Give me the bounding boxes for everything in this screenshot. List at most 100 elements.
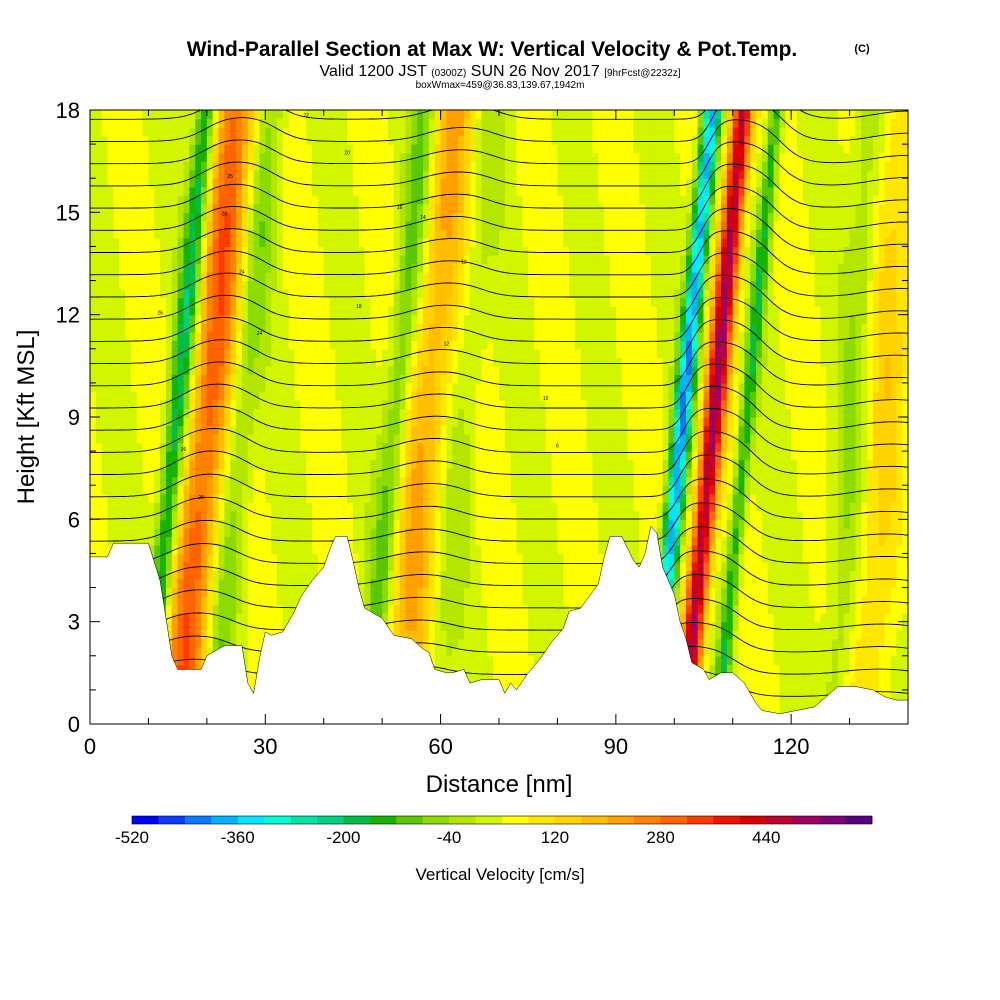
velocity-cell (300, 306, 307, 316)
velocity-cell (148, 331, 155, 341)
velocity-cell (393, 570, 401, 580)
velocity-cell (434, 408, 442, 418)
velocity-cell (370, 476, 377, 486)
velocity-cell (312, 374, 319, 384)
velocity-cell (95, 272, 103, 282)
velocity-cell (130, 110, 138, 120)
velocity-cell (154, 510, 161, 520)
velocity-cell (107, 408, 114, 418)
velocity-cell (487, 314, 494, 324)
velocity-cell (206, 468, 214, 478)
velocity-cell (218, 237, 225, 248)
velocity-cell (230, 459, 237, 469)
velocity-cell (195, 374, 202, 384)
velocity-cell (90, 391, 97, 401)
velocity-cell (364, 365, 372, 375)
velocity-cell (241, 229, 249, 239)
velocity-cell (370, 596, 377, 606)
velocity-cell (294, 110, 301, 120)
velocity-cell (481, 263, 488, 273)
velocity-cell (481, 476, 488, 486)
velocity-cell (195, 579, 202, 589)
velocity-cell (382, 135, 389, 145)
velocity-cell (206, 485, 214, 495)
velocity-cell (376, 519, 383, 529)
velocity-cell (294, 570, 301, 580)
velocity-cell (113, 254, 120, 265)
velocity-cell (475, 672, 483, 682)
velocity-cell (352, 263, 360, 273)
velocity-cell (469, 340, 477, 350)
velocity-cell (253, 297, 261, 307)
velocity-cell (417, 323, 424, 333)
velocity-cell (376, 212, 383, 222)
velocity-cell (382, 254, 389, 265)
velocity-cell (323, 399, 331, 410)
velocity-cell (206, 579, 214, 589)
velocity-cell (236, 289, 243, 299)
velocity-cell (253, 527, 261, 537)
velocity-cell (323, 417, 331, 427)
velocity-cell (165, 212, 173, 222)
velocity-cell (212, 331, 220, 341)
velocity-cell (165, 314, 173, 324)
velocity-cell (113, 212, 120, 222)
velocity-cell (300, 272, 307, 282)
velocity-cell (469, 434, 477, 444)
velocity-cell (335, 468, 342, 478)
velocity-cell (417, 613, 424, 623)
velocity-cell (347, 434, 354, 444)
velocity-cell (428, 476, 436, 486)
velocity-cell (475, 340, 483, 350)
velocity-cell (142, 408, 150, 418)
velocity-cell (463, 340, 471, 350)
velocity-cell (107, 451, 114, 461)
velocity-cell (177, 289, 185, 299)
velocity-cell (417, 135, 424, 145)
velocity-cell (481, 306, 488, 316)
velocity-cell (463, 263, 471, 273)
velocity-cell (458, 647, 465, 657)
velocity-cell (364, 434, 372, 444)
velocity-cell (376, 169, 383, 179)
velocity-cell (294, 382, 301, 393)
velocity-cell (405, 161, 412, 171)
velocity-cell (206, 451, 214, 461)
velocity-cell (154, 374, 161, 384)
velocity-cell (434, 203, 442, 213)
velocity-cell (276, 604, 284, 614)
velocity-cell (446, 476, 453, 486)
velocity-cell (446, 655, 453, 665)
velocity-cell (259, 442, 266, 452)
velocity-cell (177, 570, 185, 580)
velocity-cell (165, 527, 173, 537)
velocity-cell (101, 229, 109, 239)
velocity-cell (382, 417, 389, 427)
velocity-cell (271, 519, 278, 529)
velocity-cell (107, 365, 114, 375)
velocity-cell (230, 544, 237, 555)
velocity-cell (101, 263, 109, 273)
velocity-cell (189, 127, 196, 137)
velocity-cell (177, 613, 185, 623)
velocity-cell (253, 203, 261, 213)
velocity-cell (358, 254, 366, 265)
velocity-cell (405, 365, 412, 375)
velocity-cell (271, 613, 278, 623)
velocity-cell (399, 144, 407, 154)
velocity-cell (469, 442, 477, 452)
velocity-cell (358, 237, 366, 248)
velocity-cell (452, 331, 459, 341)
velocity-cell (411, 536, 418, 546)
velocity-cell (458, 382, 465, 393)
velocity-cell (352, 212, 360, 222)
velocity-cell (387, 127, 395, 137)
velocity-cell (230, 186, 237, 196)
velocity-cell (387, 434, 395, 444)
velocity-cell (446, 331, 453, 341)
velocity-cell (230, 442, 237, 452)
velocity-cell (399, 536, 407, 546)
velocity-cell (423, 314, 430, 324)
velocity-cell (253, 434, 261, 444)
velocity-cell (352, 425, 360, 435)
